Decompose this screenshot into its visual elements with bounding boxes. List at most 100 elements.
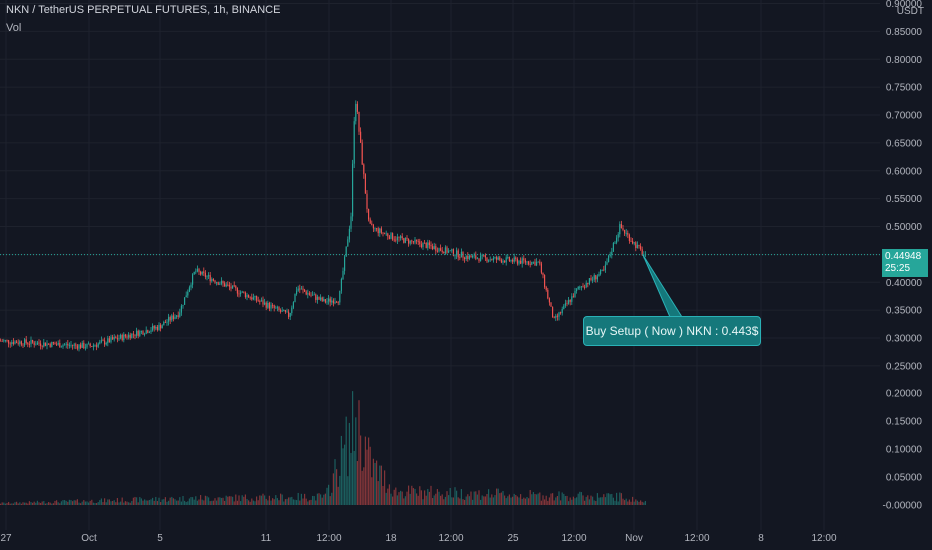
candle-body bbox=[494, 257, 496, 259]
candle-body bbox=[17, 342, 19, 344]
volume-bar bbox=[108, 499, 110, 505]
volume-bar bbox=[6, 503, 8, 505]
volume-bar bbox=[40, 502, 42, 505]
volume-bar bbox=[14, 502, 16, 505]
candle-body bbox=[304, 289, 306, 292]
volume-bar bbox=[116, 498, 118, 505]
volume-bar bbox=[507, 496, 509, 505]
candle-body bbox=[499, 257, 501, 260]
candle-body bbox=[80, 344, 82, 348]
volume-bar bbox=[366, 449, 368, 505]
candle-body bbox=[465, 255, 467, 260]
volume-bar bbox=[545, 495, 547, 505]
candle-body bbox=[33, 342, 35, 345]
candle-body bbox=[617, 234, 619, 238]
volume-bar bbox=[248, 500, 250, 505]
volume-bar bbox=[35, 502, 37, 505]
volume-bar bbox=[288, 497, 290, 505]
volume-bar bbox=[339, 475, 341, 505]
volume-bar bbox=[502, 490, 504, 505]
candle-body bbox=[60, 346, 62, 348]
time-axis[interactable]: 27 Oct 5 11 12:00 18 12:00 25 12:00 Nov 12:00 8 12:0… bbox=[0, 533, 837, 544]
volume-bar bbox=[342, 448, 344, 505]
volume-bar bbox=[59, 503, 61, 505]
candle-body bbox=[81, 342, 83, 348]
time-tick-label: 5 bbox=[157, 533, 163, 544]
volume-bar bbox=[302, 498, 304, 505]
candle-body bbox=[64, 344, 66, 346]
candle-body bbox=[136, 330, 138, 336]
candle-body bbox=[388, 236, 390, 239]
volume-bar bbox=[24, 502, 26, 505]
volume-bar bbox=[4, 503, 6, 505]
volume-bar bbox=[470, 491, 472, 505]
candle-body bbox=[616, 237, 618, 243]
volume-bar bbox=[272, 498, 274, 505]
candle-body bbox=[174, 316, 176, 320]
candle-body bbox=[572, 296, 574, 298]
volume-bar bbox=[361, 470, 363, 505]
volume-bar bbox=[184, 500, 186, 505]
volume-bar bbox=[72, 501, 74, 505]
time-tick-label: 25 bbox=[507, 533, 519, 544]
candle-body bbox=[443, 252, 445, 254]
candle-body bbox=[451, 249, 453, 251]
candle-body bbox=[329, 298, 331, 303]
candle-body bbox=[305, 291, 307, 295]
volume-bar bbox=[548, 497, 550, 505]
candle-body bbox=[48, 343, 50, 345]
volume-bar bbox=[521, 498, 523, 505]
candle-body bbox=[91, 346, 93, 347]
candle-body bbox=[299, 288, 301, 290]
volume-bar bbox=[97, 502, 99, 505]
volume-bar bbox=[51, 503, 53, 505]
volume-bar bbox=[187, 501, 189, 505]
volume-bar bbox=[350, 452, 352, 505]
candle-body bbox=[158, 324, 160, 330]
volume-bar bbox=[345, 416, 347, 505]
candle-body bbox=[593, 275, 595, 280]
buy-setup-annotation[interactable]: Buy Setup ( Now ) NKN : 0.443$ bbox=[583, 316, 761, 346]
volume-bar bbox=[422, 499, 424, 505]
candle-body bbox=[105, 343, 107, 345]
candle-body bbox=[473, 255, 475, 257]
candle-body bbox=[497, 257, 499, 260]
volume-bar bbox=[344, 444, 346, 505]
volume-bar bbox=[296, 500, 298, 505]
volume-bar bbox=[499, 493, 501, 505]
candle-body bbox=[300, 288, 302, 290]
candle-body bbox=[340, 279, 342, 291]
volume-bar bbox=[112, 500, 114, 505]
volume-bar bbox=[563, 493, 565, 505]
candle-body bbox=[308, 293, 310, 295]
candle-body bbox=[57, 343, 59, 345]
volume-bar bbox=[600, 497, 602, 505]
candle-body bbox=[403, 238, 405, 243]
candle-body bbox=[534, 261, 536, 266]
candle-body bbox=[52, 342, 54, 344]
volume-bar bbox=[291, 496, 293, 505]
volume-bar bbox=[33, 501, 35, 505]
candle-body bbox=[160, 324, 162, 329]
candle-body bbox=[206, 276, 208, 278]
price-tick-label: 0.35000 bbox=[886, 306, 923, 317]
candle-body bbox=[505, 257, 507, 263]
candle-body bbox=[112, 337, 114, 340]
volume-bar bbox=[403, 498, 405, 505]
volume-bar bbox=[536, 494, 538, 505]
volume-bar bbox=[331, 492, 333, 505]
volume-bar bbox=[180, 501, 182, 505]
candle-body bbox=[480, 255, 482, 262]
candle-body bbox=[73, 344, 75, 346]
candle-body bbox=[225, 284, 227, 287]
volume-bar bbox=[168, 500, 170, 505]
candle-body bbox=[252, 297, 254, 300]
volume-bar bbox=[268, 495, 270, 505]
candle-body bbox=[568, 299, 570, 304]
volume-bar bbox=[462, 499, 464, 505]
last-price-value: 0.44948 bbox=[885, 250, 922, 262]
candle-body bbox=[6, 340, 8, 341]
candle-body bbox=[200, 271, 202, 275]
candle-body bbox=[235, 286, 237, 289]
